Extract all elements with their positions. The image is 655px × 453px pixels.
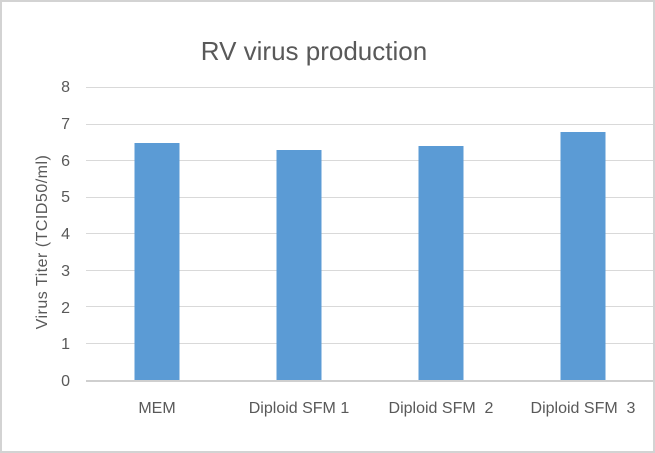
bar-4 (560, 131, 606, 380)
x-category-label: Diploid SFM 2 (388, 400, 494, 417)
y-tick-label: 5 (61, 189, 70, 207)
bar-1 (134, 142, 180, 380)
y-tick-label: 3 (61, 262, 70, 280)
y-tick-label: 6 (61, 152, 70, 170)
gridline (86, 269, 653, 271)
x-category-label: Diploid SFM 1 (248, 400, 350, 417)
y-tick-label: 1 (61, 336, 70, 354)
bar-2 (276, 150, 322, 380)
gridline (86, 233, 653, 234)
plot-area (86, 87, 653, 382)
gridline (86, 196, 653, 198)
y-tick-label: 2 (61, 299, 70, 317)
x-axis-labels: MEM Diploid SFM 1 Diploid SFM 2 Diploid SFM… (86, 400, 653, 418)
x-category-label: Diploid SFM 3 (530, 400, 636, 417)
y-tick-label: 4 (61, 226, 70, 243)
gridline (86, 87, 653, 88)
gridline (86, 342, 653, 344)
bar-3 (418, 146, 464, 380)
y-tick-label: 8 (61, 79, 70, 96)
gridline (86, 160, 653, 161)
gridline (86, 306, 653, 307)
y-tick-label: 0 (61, 373, 70, 390)
y-axis-ticks: 0 1 2 3 4 5 6 7 8 (30, 79, 70, 390)
x-category-label: MEM (138, 400, 176, 417)
y-tick-label: 7 (61, 115, 70, 133)
chart-title: RV virus production (200, 36, 428, 66)
gridline (86, 123, 653, 125)
